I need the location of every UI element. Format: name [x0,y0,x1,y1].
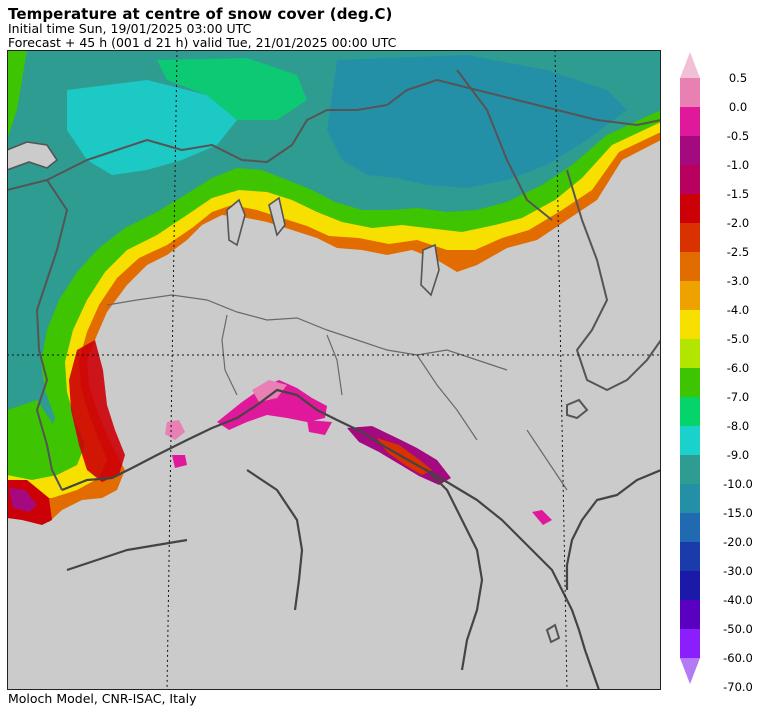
legend-label: -10.0 [723,477,753,491]
legend-swatch [680,107,700,137]
legend-label: 0.5 [729,71,747,85]
legend-swatch [680,600,700,630]
legend-label: -3.0 [727,274,749,288]
legend-swatch [680,78,700,108]
legend-label: -2.5 [727,245,749,259]
legend-swatch [680,310,700,340]
legend-swatch [680,629,700,659]
snow-patch-ligurian [217,380,327,430]
legend-swatch [680,542,700,572]
legend-swatch [680,513,700,543]
legend-label: -15.0 [723,506,753,520]
forecast-time: Forecast + 45 h (001 d 21 h) valid Tue, … [8,34,397,50]
legend-swatch [680,397,700,427]
legend-label: -5.0 [727,332,749,346]
graticule [7,50,661,690]
legend-label: -1.0 [727,158,749,172]
legend-swatch [680,339,700,369]
legend-label: -30.0 [723,564,753,578]
snow-temperature-map [7,50,661,690]
snow-patch-central [532,510,552,525]
snow-patch-ligurian-light [252,380,287,402]
legend-label: -2.0 [727,216,749,230]
model-credit: Moloch Model, CNR-ISAC, Italy [8,691,197,706]
lake-como [268,196,286,237]
coastline [61,388,661,690]
legend-label: -1.5 [727,187,749,201]
snow-patch-small-west-2 [172,455,187,468]
country-borders [7,69,661,491]
legend-swatch [680,223,700,253]
legend-label: -40.0 [723,593,753,607]
legend-swatch [680,571,700,601]
snow-area-west-red [69,340,125,482]
legend-label: -50.0 [723,622,753,636]
snow-area-alps-cyan2 [157,58,307,120]
legend-label: -4.0 [727,303,749,317]
legend-swatch [680,165,700,195]
legend-label: -6.0 [727,361,749,375]
lake-maggiore [226,198,246,247]
legend-swatch [680,484,700,514]
legend-swatch [680,426,700,456]
snow-patch-small-west [165,420,185,440]
lake-garda [420,243,440,297]
legend-label: -70.0 [723,680,753,694]
initial-time: Initial time Sun, 19/01/2025 03:00 UTC [8,21,252,36]
legend-arrow-bottom [680,658,700,684]
legend-label: -20.0 [723,535,753,549]
legend-arrow-top [680,52,700,78]
legend-label: -7.0 [727,390,749,404]
legend-swatch [680,281,700,311]
legend-label: -8.0 [727,419,749,433]
legend-swatch [680,252,700,282]
legend-swatch [680,368,700,398]
legend-label: 0.0 [729,100,747,114]
legend-label: -60.0 [723,651,753,665]
snow-area-west-green [7,400,57,470]
islands [545,398,589,644]
legend-swatch [680,194,700,224]
snow-area-alps-deep [327,55,627,188]
map-frame [7,50,661,690]
chart-title: Temperature at centre of snow cover (deg… [8,5,393,23]
legend-label: -9.0 [727,448,749,462]
map-panel [7,50,661,690]
header: Temperature at centre of snow cover (deg… [8,7,396,49]
snow-area-alps-cyan [67,80,237,175]
color-legend: 0.5 0.0 -0.5 -1.0 -1.5 -2.0 -2.5 -3.0 -4.0 -5.0 -6… [680,50,760,694]
snow-area-south-west-magenta [9,488,37,512]
snow-patch-ligurian-2 [307,420,332,435]
legend-swatch [680,455,700,485]
legend-label: -0.5 [727,129,749,143]
legend-swatch [680,136,700,166]
lake-geneva [7,141,59,171]
legend-scale: 0.5 0.0 -0.5 -1.0 -1.5 -2.0 -2.5 -3.0 -4.0 -5.0 -6… [680,52,753,694]
